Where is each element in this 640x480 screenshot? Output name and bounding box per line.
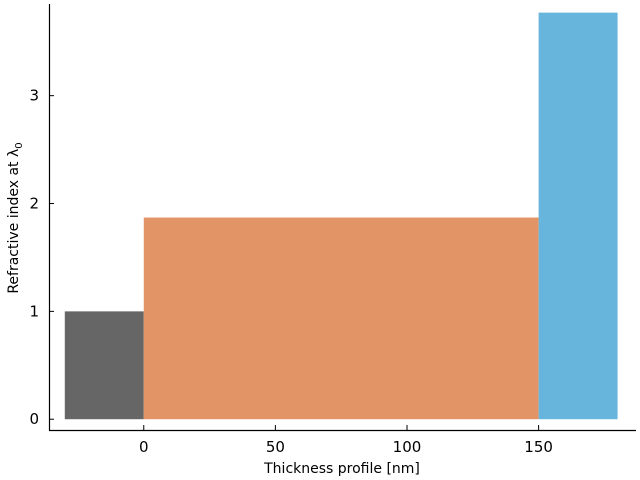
- x-tick-label: 0: [139, 438, 149, 456]
- x-tick-label: 50: [266, 438, 285, 456]
- x-tick-label: 150: [524, 438, 553, 456]
- x-ticks: 0 50 100 150: [139, 425, 553, 456]
- x-axis-label: Thickness profile [nm]: [263, 461, 420, 477]
- y-tick-label: 0: [29, 410, 39, 428]
- y-ticks: 0 1 2 3: [29, 87, 54, 428]
- layer-bar-1: [64, 311, 144, 420]
- y-tick-label: 1: [29, 302, 39, 320]
- layer-bar-3: [538, 12, 618, 420]
- y-tick-label: 3: [29, 87, 39, 105]
- y-axis-label-main: Refractive index at λ: [6, 149, 22, 294]
- y-axis-label: Refractive index at λ0: [6, 142, 25, 293]
- layer-bars: [64, 12, 618, 420]
- y-axis-label-subscript: 0: [14, 142, 25, 148]
- layer-bar-2: [143, 217, 539, 420]
- x-tick-label: 100: [393, 438, 422, 456]
- y-tick-label: 2: [29, 195, 39, 213]
